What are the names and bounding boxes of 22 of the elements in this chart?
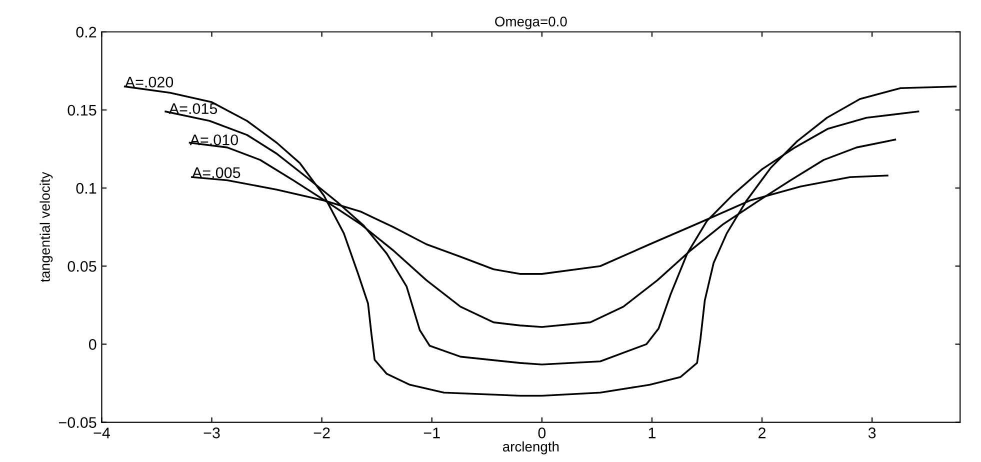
- annotation: A=.010: [190, 134, 238, 146]
- x-tick-label: −2: [314, 428, 330, 438]
- y-tick-label: 0.1: [76, 182, 96, 194]
- annotation: A=.005: [192, 167, 240, 178]
- annotation: A=.015: [168, 103, 218, 114]
- y-axis-title: tangential velocity: [40, 172, 53, 282]
- y-tick-label: 0.05: [68, 260, 96, 272]
- line-series: [124, 86, 957, 397]
- x-tick-label: 3: [868, 428, 876, 438]
- y-tick-label: 0.2: [76, 26, 96, 38]
- y-tick-label: 0.15: [68, 104, 96, 116]
- x-axis-title: arclength: [502, 441, 559, 454]
- x-tick-label: −1: [424, 428, 440, 438]
- x-tick-label: −4: [94, 428, 110, 438]
- x-tick-label: 1: [648, 428, 656, 438]
- x-tick-label: 0: [538, 428, 546, 438]
- chart-title: Omega=0.0: [495, 16, 567, 30]
- x-tick-label: −3: [204, 428, 220, 438]
- x-tick-label: 2: [758, 428, 766, 438]
- y-tick-label: 0: [88, 339, 96, 350]
- annotation: A=.020: [124, 76, 174, 88]
- y-tick-label: −0.05: [58, 417, 96, 428]
